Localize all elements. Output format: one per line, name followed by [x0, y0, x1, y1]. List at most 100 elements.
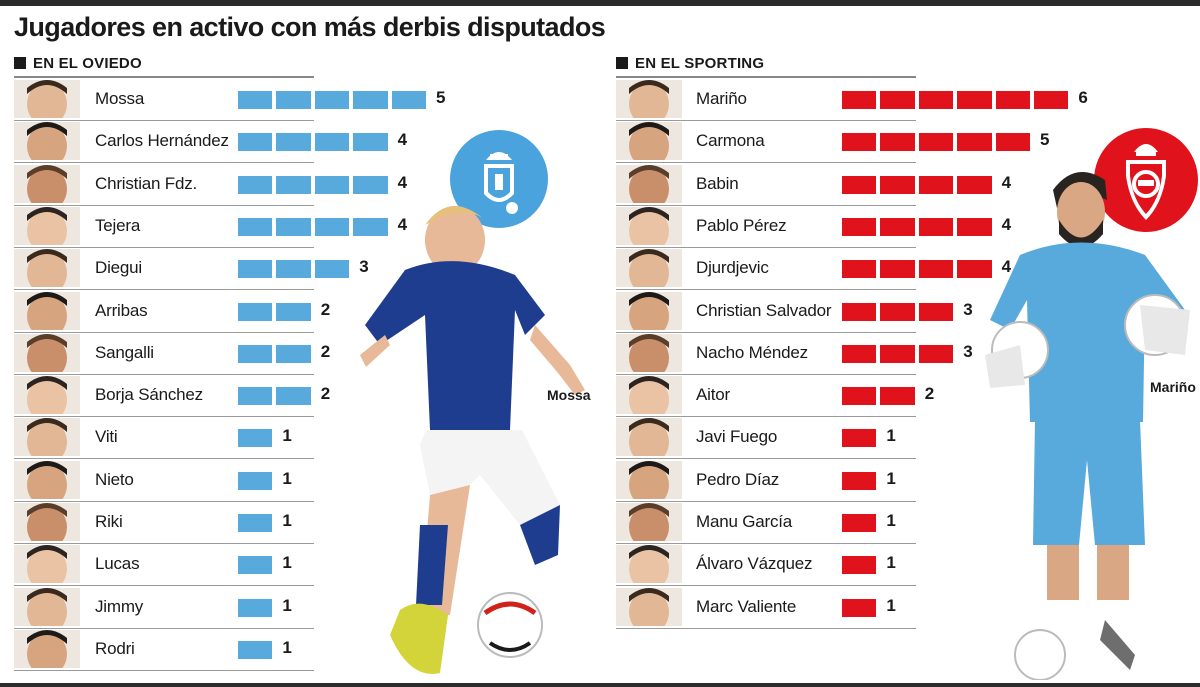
sporting-player-name: Pedro Díaz [696, 469, 780, 489]
oviedo-row: Arribas 2 [14, 290, 330, 333]
sporting-bar [842, 175, 996, 194]
bottom-rule [0, 683, 1200, 687]
sporting-bar [842, 429, 880, 448]
sporting-bar [842, 217, 996, 236]
row-divider [616, 585, 916, 587]
row-divider [616, 162, 916, 164]
oviedo-player-name: Sangalli [95, 342, 154, 362]
oviedo-bar-segment [238, 91, 273, 109]
infographic-title: Jugadores en activo con más derbis dispu… [14, 12, 606, 42]
oviedo-value-label: 5 [436, 88, 446, 107]
oviedo-value-label: 1 [282, 637, 292, 657]
sporting-bar-segment [918, 344, 954, 363]
player-face-icon [616, 122, 682, 161]
oviedo-row: Borja Sánchez 2 [14, 374, 330, 418]
row-divider [14, 246, 314, 248]
oviedo-bar [238, 302, 315, 321]
top-rule [0, 0, 1200, 6]
oviedo-bar-segment [276, 344, 311, 363]
oviedo-bar-segment [238, 344, 273, 363]
sporting-bar-segment [842, 598, 877, 617]
oviedo-value-label: 2 [320, 384, 331, 404]
row-divider [616, 331, 916, 333]
oviedo-row: Tejera 4 [14, 205, 407, 248]
player-face-icon [616, 206, 682, 245]
row-divider [616, 627, 916, 629]
oviedo-bar-segment [353, 91, 388, 109]
sporting-player-name: Babin [696, 173, 739, 193]
oviedo-value-label: 1 [282, 468, 292, 488]
oviedo-bar [238, 344, 315, 363]
sporting-player-name: Álvaro Vázquez [696, 554, 813, 574]
oviedo-value-label: 2 [320, 299, 331, 319]
oviedo-bar [238, 175, 392, 194]
oviedo-bar-segment [238, 175, 273, 194]
oviedo-bar [238, 471, 276, 490]
sporting-bar-segment [842, 133, 877, 152]
sporting-bar-segment [880, 91, 915, 109]
oviedo-bar-segment [314, 260, 350, 279]
oviedo-bar-segment [314, 133, 350, 152]
sporting-player-name: Carmona [696, 131, 765, 151]
row-divider [14, 120, 314, 121]
oviedo-bar [238, 556, 276, 575]
sporting-bar-segment [918, 260, 954, 279]
sporting-value-label: 5 [1040, 130, 1050, 150]
oviedo-bar [238, 598, 276, 617]
sporting-player-name: Pablo Pérez [696, 215, 787, 235]
sporting-player-name: Aitor [696, 385, 730, 405]
sporting-bar-segment [842, 91, 877, 109]
row-divider [616, 543, 916, 544]
oviedo-row: Jimmy 1 [14, 586, 314, 629]
sporting-bar [842, 260, 996, 279]
player-face-icon [14, 164, 80, 203]
oviedo-bar [238, 514, 276, 532]
sporting-value-label: 2 [924, 384, 935, 404]
oviedo-player-name: Jimmy [95, 596, 144, 616]
oviedo-player-name: Rodri [95, 638, 135, 658]
oviedo-bar-segment [238, 514, 273, 532]
sporting-bar-segment [880, 302, 915, 321]
sporting-bar-segment [880, 387, 915, 406]
sporting-bar [842, 514, 880, 532]
player-face-icon [616, 418, 682, 457]
sporting-bar [842, 471, 880, 490]
row-divider [616, 246, 916, 248]
oviedo-bar-segment [353, 217, 388, 236]
sporting-row: Babin 4 [616, 163, 1011, 206]
sporting-bar-segment [918, 91, 954, 109]
sporting-row: Pablo Pérez 4 [616, 205, 1011, 248]
sporting-value-label: 1 [886, 511, 896, 530]
sporting-bar-segment [957, 217, 992, 236]
sporting-player-name: Marc Valiente [696, 596, 797, 616]
sporting-bar-segment [842, 387, 877, 406]
sporting-bar-segment [918, 302, 954, 321]
sporting-row: Christian Salvador 3 [616, 290, 973, 333]
sporting-bar-segment [880, 217, 915, 236]
mossa-caption: Mossa [547, 387, 591, 403]
player-face-icon [14, 587, 80, 626]
player-face-icon [616, 545, 682, 584]
sporting-value-label: 1 [886, 426, 896, 446]
marino-photo [975, 160, 1200, 681]
sporting-row: Álvaro Vázquez 1 [616, 543, 916, 587]
row-divider [616, 204, 916, 206]
oviedo-bar-segment [238, 471, 273, 490]
player-face-icon [14, 122, 80, 161]
row-divider [14, 500, 314, 502]
sporting-bar-segment [842, 556, 877, 575]
sporting-bar-segment [918, 175, 954, 194]
row-divider [14, 204, 314, 206]
sporting-value-label: 3 [963, 299, 973, 319]
row-divider [14, 543, 314, 544]
oviedo-bar [238, 260, 353, 279]
player-face-icon [14, 249, 80, 288]
oviedo-player-name: Carlos Hernández [95, 131, 229, 151]
sporting-bar-segment [842, 260, 877, 279]
sporting-player-name: Manu García [696, 512, 793, 531]
section-marker-icon [616, 57, 628, 69]
player-face-icon [14, 291, 80, 330]
player-face-icon [14, 333, 80, 372]
sporting-player-name: Nacho Méndez [696, 342, 808, 362]
player-face-icon [14, 376, 80, 415]
